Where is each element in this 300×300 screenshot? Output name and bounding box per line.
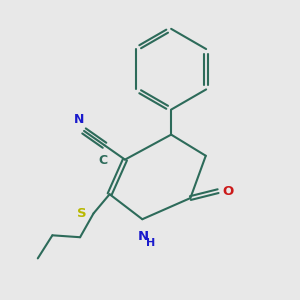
Text: S: S [77,207,87,220]
Text: C: C [98,154,107,167]
Text: N: N [74,113,85,126]
Text: O: O [223,185,234,198]
Text: N: N [137,230,148,243]
Text: H: H [146,238,155,248]
